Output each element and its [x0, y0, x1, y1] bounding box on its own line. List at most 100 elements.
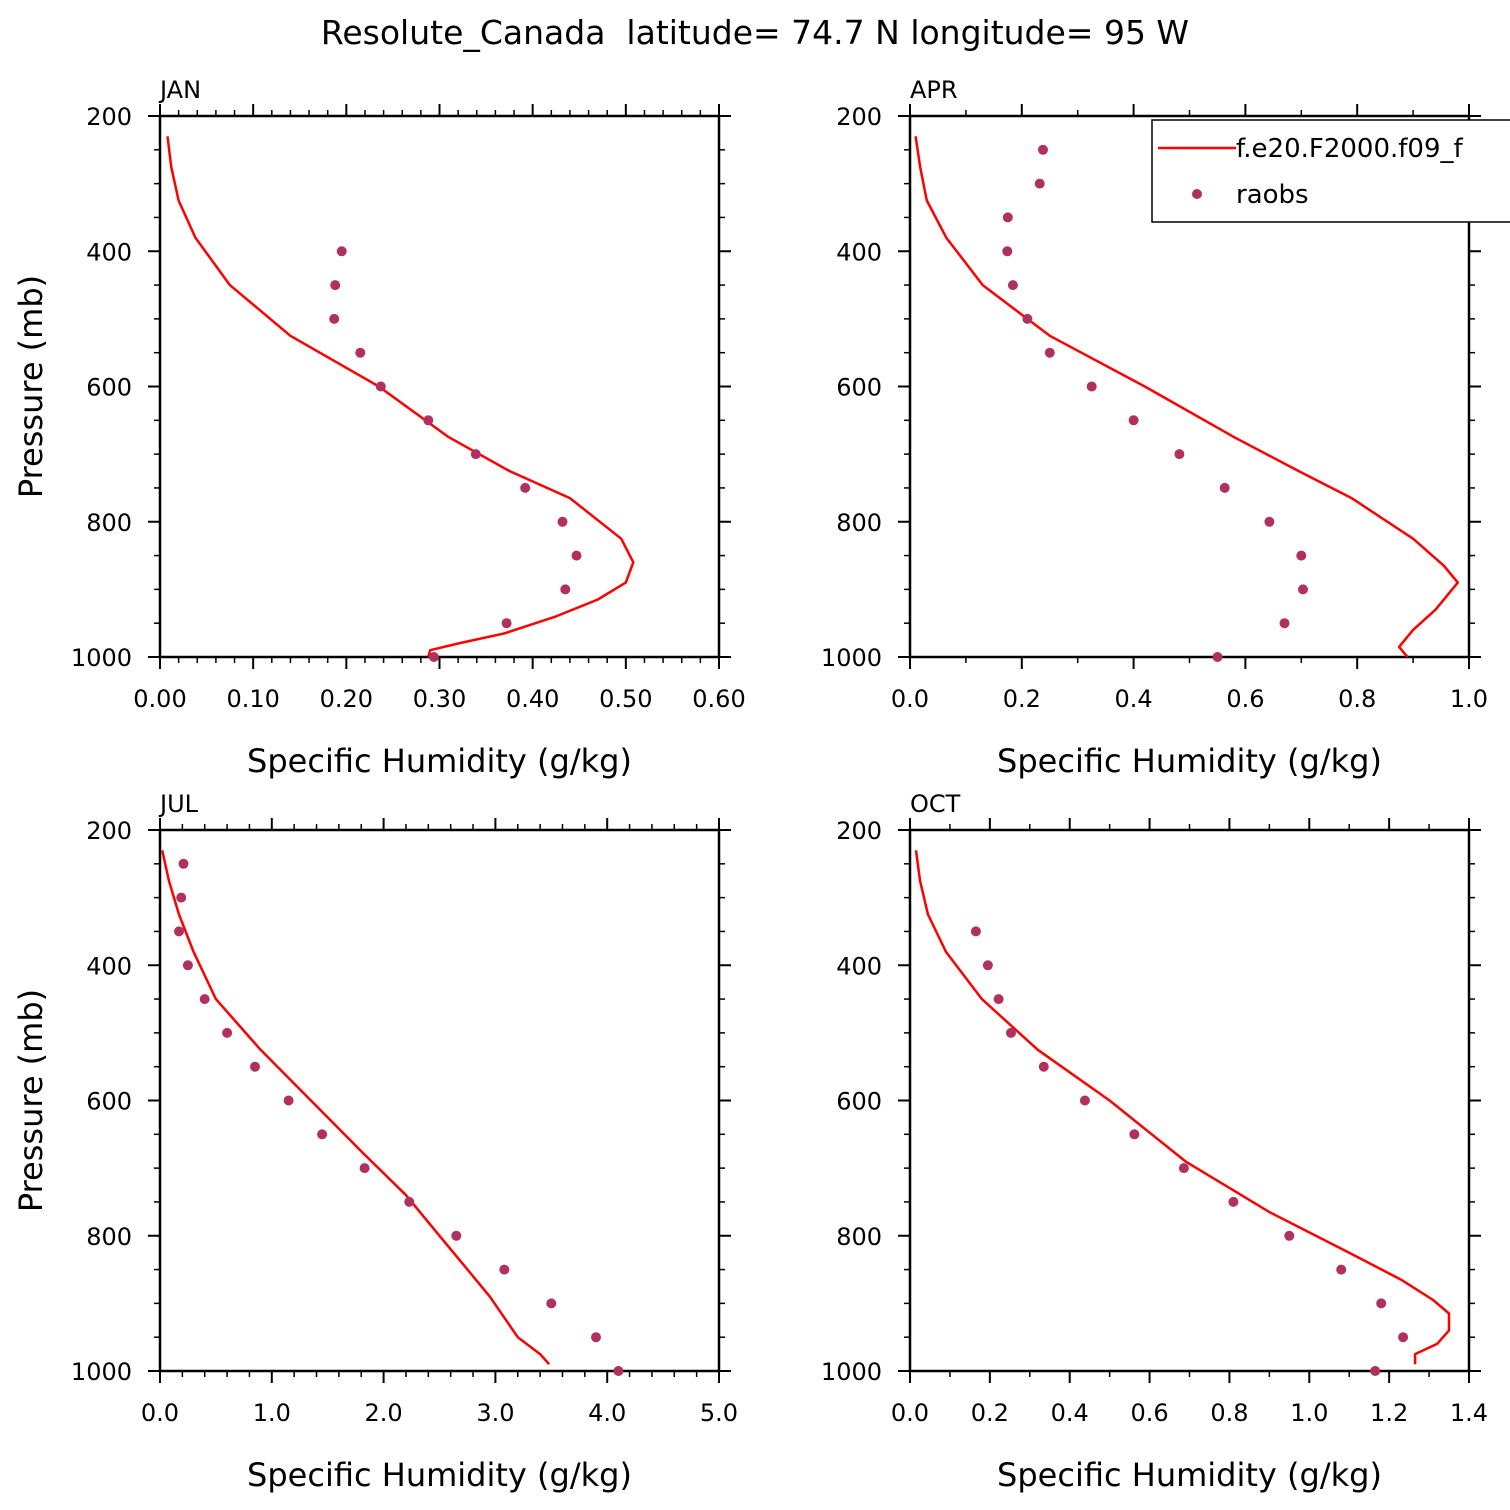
raobs-point	[199, 994, 210, 1005]
raobs-point	[1212, 652, 1223, 662]
raobs-point	[1002, 246, 1013, 257]
raobs-point	[1086, 381, 1097, 392]
model-line	[914, 136, 1460, 658]
raobs-point	[1022, 313, 1033, 324]
raobs-point	[404, 1196, 415, 1207]
x-tick-label: 0.0	[891, 1399, 929, 1427]
y-tick-label: 400	[86, 238, 132, 266]
raobs-point	[1228, 1196, 1239, 1207]
panel-label: JUL	[158, 790, 199, 818]
raobs-point	[993, 994, 1004, 1005]
raobs-point	[174, 926, 184, 937]
x-tick-label: 0.8	[1338, 685, 1376, 713]
x-tick-label: 1.4	[1450, 1399, 1488, 1427]
model-line	[914, 850, 1451, 1365]
raobs-point	[375, 381, 386, 392]
x-tick-label: 0.00	[133, 685, 186, 713]
raobs-point	[546, 1298, 557, 1309]
raobs-point	[470, 449, 481, 460]
y-axis-label: Pressure (mb)	[12, 275, 50, 498]
y-tick-label: 200	[836, 103, 882, 131]
raobs-point	[317, 1129, 328, 1140]
y-tick-label: 200	[86, 103, 132, 131]
raobs-point	[560, 584, 571, 595]
raobs-point	[355, 347, 366, 358]
raobs-point	[336, 246, 347, 257]
raobs-point	[359, 1163, 370, 1174]
legend-box	[1151, 119, 1510, 223]
raobs-point	[1038, 144, 1048, 155]
panels: JAN 0.00 0.10 0.20 0.30 0.40 0.50 0.60 200 400 600…	[12, 76, 1488, 1494]
raobs-point	[1007, 280, 1018, 291]
y-tick-label: 800	[836, 1223, 882, 1251]
y-tick-label: 200	[836, 817, 882, 845]
y-axis-label: Pressure (mb)	[12, 989, 50, 1212]
x-tick-label: 1.0	[1450, 685, 1488, 713]
x-tick-label: 4.0	[588, 1399, 626, 1427]
raobs-point	[182, 960, 193, 971]
raobs-point	[1264, 516, 1275, 527]
panel-jan: JAN 0.00 0.10 0.20 0.30 0.40 0.50 0.60 200 400 600…	[12, 76, 746, 780]
raobs-point	[501, 618, 512, 629]
raobs-point	[1376, 1298, 1387, 1309]
legend-obs-label: raobs	[1236, 180, 1309, 210]
raobs-point	[1038, 1061, 1049, 1072]
x-tick-label: 0.4	[1115, 685, 1153, 713]
x-tick-label: 0.6	[1130, 1399, 1168, 1427]
raobs-point	[423, 415, 434, 426]
legend: f.e20.F2000.f09_f raobs	[1151, 119, 1510, 223]
raobs-point	[520, 482, 531, 493]
raobs-point	[222, 1027, 233, 1038]
y-tick-label: 1000	[821, 644, 882, 672]
raobs-point	[499, 1264, 510, 1275]
y-tick-label: 200	[86, 817, 132, 845]
raobs-point	[982, 960, 993, 971]
raobs-point	[1296, 550, 1307, 561]
model-line	[166, 136, 635, 658]
y-tick-label: 1000	[71, 644, 132, 672]
x-axis-label: Specific Humidity (g/kg)	[997, 742, 1382, 780]
x-tick-label: 0.50	[599, 685, 652, 713]
x-tick-label: 0.40	[506, 685, 559, 713]
y-tick-label: 600	[86, 374, 132, 402]
x-tick-label: 0.20	[320, 685, 373, 713]
raobs-point	[330, 280, 341, 291]
raobs-point	[329, 313, 340, 324]
x-axis-label: Specific Humidity (g/kg)	[247, 1456, 632, 1494]
y-tick-label: 800	[836, 509, 882, 537]
legend-obs-swatch	[1192, 189, 1202, 199]
raobs-point	[591, 1332, 601, 1343]
y-tick-label: 400	[86, 952, 132, 980]
y-tick-label: 400	[836, 238, 882, 266]
raobs-point	[1279, 618, 1290, 629]
x-tick-label: 0.8	[1210, 1399, 1248, 1427]
y-tick-label: 800	[86, 1223, 132, 1251]
x-tick-label: 0.30	[413, 685, 466, 713]
x-tick-label: 0.6	[1226, 685, 1264, 713]
raobs-point	[1284, 1230, 1295, 1241]
raobs-point	[1370, 1366, 1381, 1376]
model-line	[160, 850, 551, 1366]
y-tick-label: 400	[836, 952, 882, 980]
x-tick-label: 0.60	[692, 685, 745, 713]
raobs-point	[1034, 178, 1045, 189]
raobs-point	[451, 1230, 462, 1241]
raobs-point	[1178, 1163, 1189, 1174]
raobs-point	[176, 892, 187, 903]
raobs-point	[1219, 482, 1230, 493]
x-tick-label: 0.2	[1003, 685, 1041, 713]
x-tick-label: 1.0	[253, 1399, 291, 1427]
x-tick-label: 0.4	[1051, 1399, 1089, 1427]
raobs-point	[1174, 449, 1185, 460]
x-tick-label: 2.0	[365, 1399, 403, 1427]
raobs-point	[1398, 1332, 1409, 1343]
raobs-point	[178, 858, 189, 869]
raobs-point	[1079, 1095, 1090, 1106]
x-axis-label: Specific Humidity (g/kg)	[997, 1456, 1382, 1494]
panel-label: OCT	[910, 790, 961, 818]
raobs-point	[1128, 415, 1139, 426]
panel-label: JAN	[158, 76, 201, 104]
x-tick-label: 5.0	[700, 1399, 738, 1427]
raobs-point	[283, 1095, 294, 1106]
